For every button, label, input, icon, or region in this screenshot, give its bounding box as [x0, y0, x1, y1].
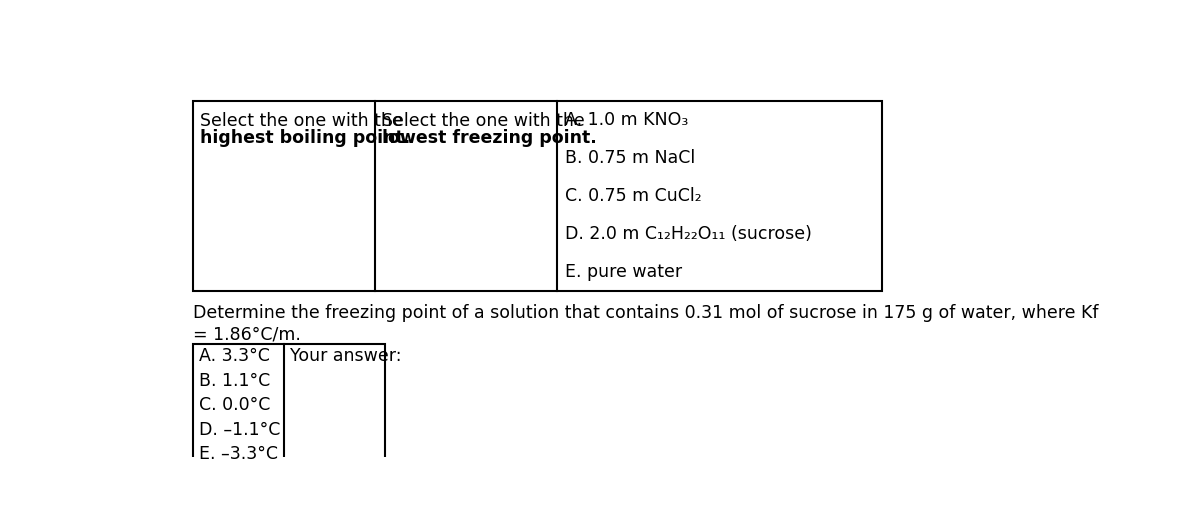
- Text: = 1.86°C/m.: = 1.86°C/m.: [193, 325, 300, 343]
- Text: B. 1.1°C: B. 1.1°C: [199, 372, 270, 390]
- Text: A. 3.3°C: A. 3.3°C: [199, 347, 270, 365]
- Bar: [193, 344, 385, 466]
- Text: D. 2.0 m C₁₂H₂₂O₁₁ (sucrose): D. 2.0 m C₁₂H₂₂O₁₁ (sucrose): [565, 225, 811, 243]
- Text: lowest freezing point.: lowest freezing point.: [383, 129, 598, 147]
- Text: Your answer:: Your answer:: [290, 347, 402, 365]
- Text: A. 1.0 m KNO₃: A. 1.0 m KNO₃: [565, 111, 688, 129]
- Text: Determine the freezing point of a solution that contains 0.31 mol of sucrose in : Determine the freezing point of a soluti…: [193, 305, 1098, 323]
- Text: E. pure water: E. pure water: [565, 263, 682, 281]
- Text: E. –3.3°C: E. –3.3°C: [199, 445, 278, 463]
- Bar: [193, 101, 882, 291]
- Text: Select the one with the: Select the one with the: [383, 112, 586, 130]
- Text: C. 0.0°C: C. 0.0°C: [199, 396, 270, 414]
- Text: C. 0.75 m CuCl₂: C. 0.75 m CuCl₂: [565, 187, 701, 205]
- Text: highest boiling point.: highest boiling point.: [200, 129, 410, 147]
- Text: Select the one with the: Select the one with the: [200, 112, 403, 130]
- Text: D. –1.1°C: D. –1.1°C: [199, 421, 281, 439]
- Text: B. 0.75 m NaCl: B. 0.75 m NaCl: [565, 149, 695, 167]
